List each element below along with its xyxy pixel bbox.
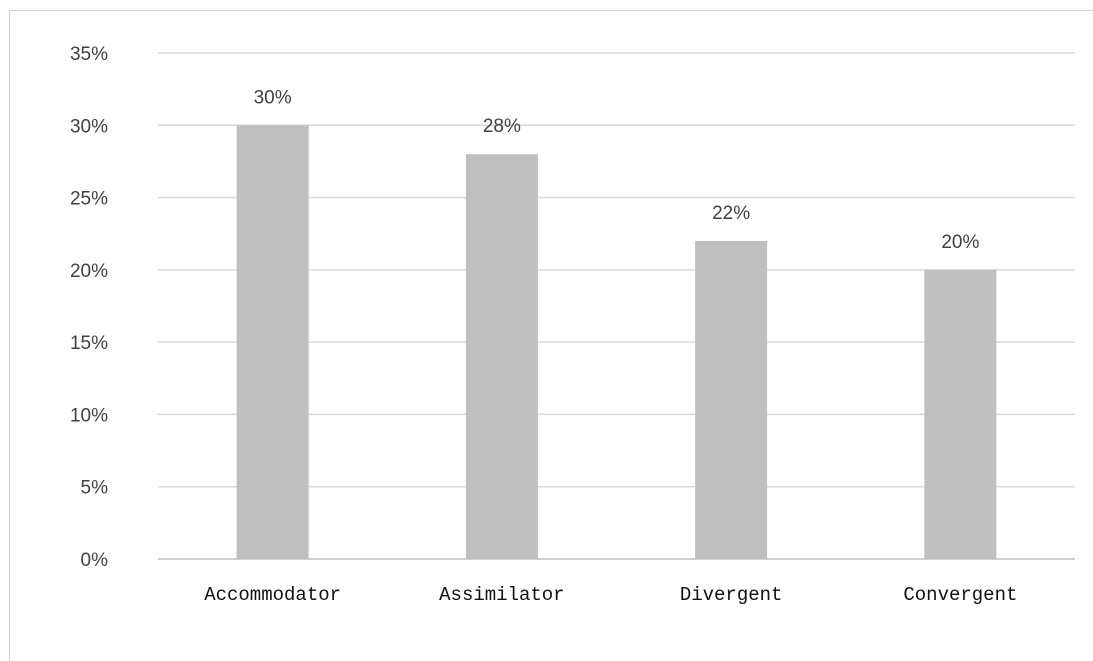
y-tick-label: 10% bbox=[70, 405, 108, 426]
chart-frame bbox=[9, 10, 1093, 661]
y-tick-label: 0% bbox=[81, 550, 109, 571]
data-label: 20% bbox=[941, 232, 979, 253]
gridlines bbox=[158, 52, 1075, 560]
data-labels: 30% 28% 22% 20% bbox=[254, 87, 980, 253]
data-label: 30% bbox=[254, 87, 292, 108]
y-tick-label: 25% bbox=[70, 189, 108, 210]
data-label: 22% bbox=[712, 203, 750, 224]
bar-divergent bbox=[695, 240, 768, 559]
data-label: 28% bbox=[483, 116, 521, 137]
bar-convergent bbox=[924, 269, 997, 559]
bar-assimilator bbox=[465, 154, 538, 559]
y-tick-label: 30% bbox=[70, 116, 108, 137]
category-label: Assimilator bbox=[439, 584, 564, 606]
category-label: Accommodator bbox=[204, 584, 341, 606]
y-tick-label: 20% bbox=[70, 261, 108, 282]
category-label: Convergent bbox=[903, 584, 1017, 606]
y-tick-label: 15% bbox=[70, 333, 108, 354]
bar-accommodator bbox=[236, 125, 309, 560]
x-axis-category-labels: Accommodator Assimilator Divergent Converge… bbox=[204, 584, 1017, 606]
y-axis-tick-labels: 0% 5% 10% 15% 20% 25% 30% 35% bbox=[70, 44, 108, 571]
bars bbox=[236, 125, 997, 560]
y-tick-label: 35% bbox=[70, 44, 108, 65]
category-label: Divergent bbox=[680, 584, 783, 606]
y-tick-label: 5% bbox=[81, 478, 109, 499]
